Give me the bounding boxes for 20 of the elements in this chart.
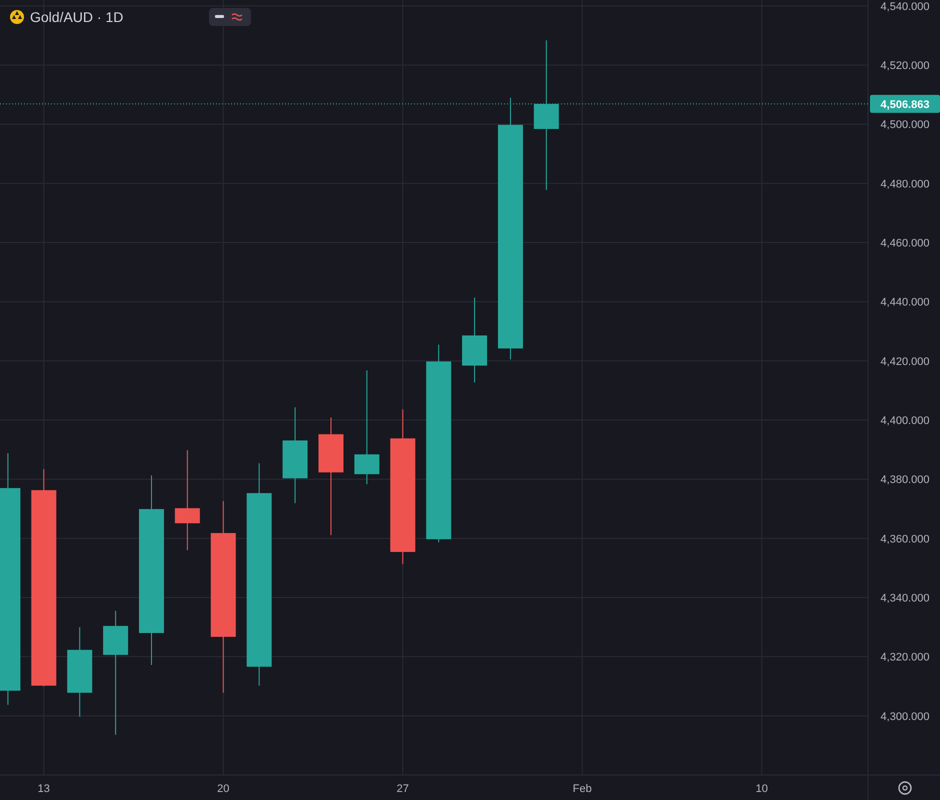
x-tick-label: 20 <box>217 783 230 795</box>
y-tick-label: 4,440.000 <box>880 296 930 309</box>
y-tick-label: 4,400.000 <box>880 415 930 428</box>
x-tick-label: 10 <box>756 783 768 795</box>
ref-line-label: 4,506.863 <box>880 98 930 111</box>
y-tick-label: 4,460.000 <box>880 238 930 250</box>
y-tick-label: 4,300.000 <box>880 710 930 723</box>
x-tick-label: 27 <box>396 783 409 795</box>
y-tick-label: 4,540.000 <box>880 0 930 13</box>
y-tick-label: 4,360.000 <box>880 533 930 546</box>
y-tick-label: 4,340.000 <box>880 592 930 605</box>
y-tick-label: 4,520.000 <box>880 60 930 72</box>
x-tick-label: Feb <box>572 783 592 795</box>
x-tick-label: 13 <box>38 783 50 795</box>
y-tick-label: 4,420.000 <box>880 356 930 368</box>
y-tick-label: 4,480.000 <box>880 178 930 190</box>
y-tick-label: 4,500.000 <box>880 119 930 132</box>
y-tick-label: 4,320.000 <box>880 652 930 664</box>
y-tick-label: 4,380.000 <box>880 474 930 486</box>
text: Gold/AUD · 1D <box>30 9 124 25</box>
